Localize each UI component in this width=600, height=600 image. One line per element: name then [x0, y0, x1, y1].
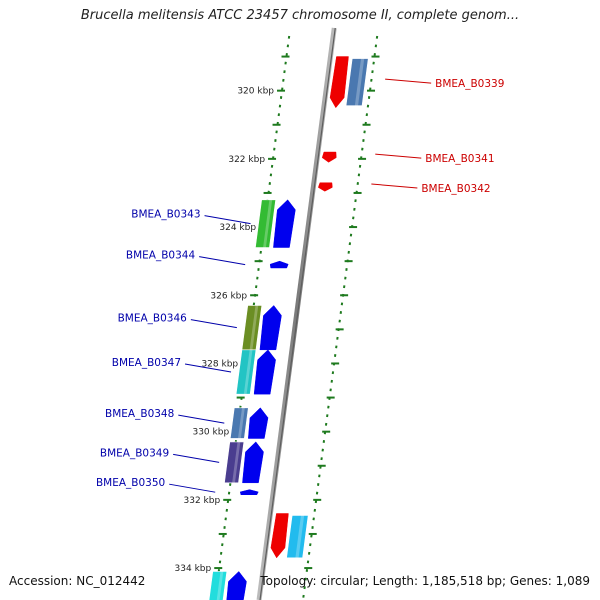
cog-bar[interactable] — [286, 515, 309, 559]
backbone-edge — [259, 27, 336, 600]
topology-text: Topology: circular; Length: 1,185,518 bp… — [260, 574, 590, 588]
scale-label: 334 kbp — [175, 564, 212, 574]
cog-bar[interactable] — [235, 349, 257, 395]
gene-label[interactable]: BMEA_B0339 — [435, 78, 504, 90]
cog-bar-shine — [249, 305, 259, 350]
gene-leader-line — [184, 363, 232, 373]
gene-label[interactable]: BMEA_B0344 — [126, 250, 196, 262]
cog-bar[interactable] — [345, 58, 369, 107]
gene-leader-line — [173, 453, 220, 463]
forward-cds-arrow[interactable] — [248, 407, 269, 439]
cog-bar-shine — [243, 349, 253, 395]
gene-label[interactable]: BMEA_B0343 — [131, 209, 200, 221]
cog-bar-shine — [354, 58, 365, 106]
gene-label[interactable]: BMEA_B0348 — [105, 408, 174, 420]
gene-leader-line — [371, 183, 418, 189]
gene-label[interactable]: BMEA_B0349 — [100, 447, 169, 459]
reverse-cds-arrow[interactable] — [270, 513, 289, 559]
gene-leader-line — [190, 319, 237, 329]
gene-leader-line — [385, 78, 432, 84]
gene-leader-line — [204, 215, 251, 225]
gene-leader-line — [199, 256, 246, 266]
cog-bar-shine — [232, 441, 241, 483]
cog-bar[interactable] — [224, 441, 245, 484]
gene-label[interactable]: BMEA_B0347 — [112, 357, 181, 369]
accession-text: Accession: NC_012442 — [9, 574, 146, 588]
gene-leader-line — [375, 153, 422, 159]
map-title: Brucella melitensis ATCC 23457 chromosom… — [80, 8, 520, 23]
gene-label[interactable]: BMEA_B0341 — [425, 153, 494, 165]
cog-bar[interactable] — [208, 571, 228, 600]
cog-bar[interactable] — [255, 199, 277, 248]
cog-bar[interactable] — [229, 407, 249, 439]
gene-leader-line — [169, 483, 216, 493]
forward-cds-arrow[interactable] — [269, 260, 289, 269]
scale-label: 328 kbp — [201, 359, 238, 369]
cog-bar-shine — [216, 571, 224, 600]
scale-label: 332 kbp — [184, 496, 221, 506]
cog-bar-shine — [237, 407, 245, 439]
scale-label: 320 kbp — [237, 87, 274, 97]
forward-cds-arrow[interactable] — [273, 199, 296, 248]
scale-label: 330 kbp — [192, 428, 229, 438]
gene-leader-line — [178, 414, 225, 424]
gene-label[interactable]: BMEA_B0342 — [421, 183, 490, 195]
reverse-cds-arrow[interactable] — [321, 151, 337, 163]
forward-cds-arrow[interactable] — [242, 441, 264, 484]
forward-cds-arrow[interactable] — [253, 349, 276, 395]
cog-bar-shine — [295, 515, 305, 558]
forward-cds-arrow[interactable] — [226, 571, 247, 600]
forward-cds-arrow[interactable] — [239, 489, 259, 495]
scale-label: 324 kbp — [219, 223, 256, 233]
gene-label[interactable]: BMEA_B0350 — [96, 477, 165, 489]
scale-label: 322 kbp — [228, 155, 265, 165]
forward-cds-arrow[interactable] — [259, 305, 282, 351]
gene-label[interactable]: BMEA_B0346 — [118, 313, 188, 325]
scale-label: 326 kbp — [210, 291, 247, 301]
reverse-cds-arrow[interactable] — [329, 56, 349, 109]
reverse-cds-arrow[interactable] — [317, 182, 333, 192]
genome-backbone — [256, 27, 337, 600]
cog-bar-shine — [263, 199, 273, 248]
